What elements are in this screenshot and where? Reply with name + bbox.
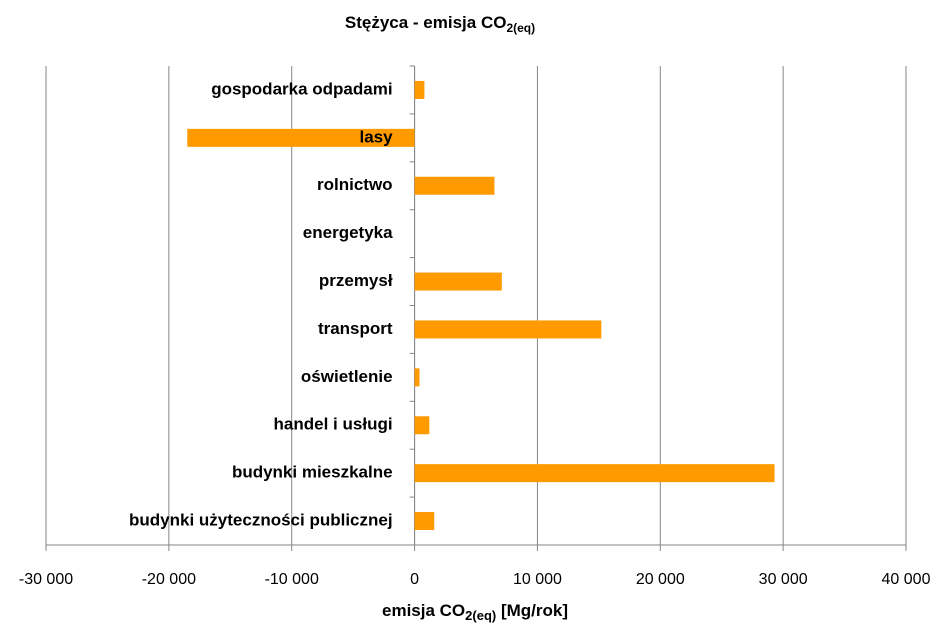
- y-tick-label: przemysł: [319, 271, 393, 290]
- y-tick-label: energetyka: [303, 223, 393, 242]
- y-tick-label: handel i usługi: [274, 415, 393, 434]
- bar: [414, 80, 425, 99]
- x-tick-label: 10 000: [513, 571, 562, 588]
- chart-title: Stężyca - emisja CO2(eq): [345, 13, 535, 35]
- bar: [187, 128, 415, 147]
- x-tick-label: -10 000: [265, 571, 319, 588]
- y-tick-label: budynki mieszkalne: [232, 463, 393, 482]
- title-subscript: 2(eq): [506, 21, 535, 35]
- bar: [414, 368, 420, 387]
- bar: [414, 464, 775, 483]
- x-axis-label: emisja CO2(eq) [Mg/rok]: [382, 601, 568, 623]
- bar: [414, 416, 430, 435]
- x-label-suffix: [Mg/rok]: [496, 601, 568, 620]
- x-tick-label: -30 000: [19, 571, 73, 588]
- bar: [414, 512, 435, 531]
- y-tick-label: lasy: [359, 127, 393, 146]
- bar: [414, 320, 602, 339]
- y-tick-label: budynki użyteczności publicznej: [129, 511, 393, 530]
- y-tick-label: transport: [318, 319, 393, 338]
- x-tick-label: 0: [410, 571, 419, 588]
- x-tick-label: 30 000: [759, 571, 808, 588]
- x-tick-label: -20 000: [142, 571, 196, 588]
- x-tick-label: 40 000: [882, 571, 931, 588]
- bar: [414, 176, 495, 195]
- y-tick-label: rolnictwo: [317, 175, 393, 194]
- bar: [414, 272, 502, 291]
- y-tick-label: oświetlenie: [301, 367, 393, 386]
- x-tick-label: 20 000: [636, 571, 685, 588]
- x-label-text: emisja CO: [382, 601, 465, 620]
- x-label-subscript: 2(eq): [465, 608, 496, 623]
- y-tick-label: gospodarka odpadami: [211, 79, 392, 98]
- title-text: Stężyca - emisja CO: [345, 13, 507, 32]
